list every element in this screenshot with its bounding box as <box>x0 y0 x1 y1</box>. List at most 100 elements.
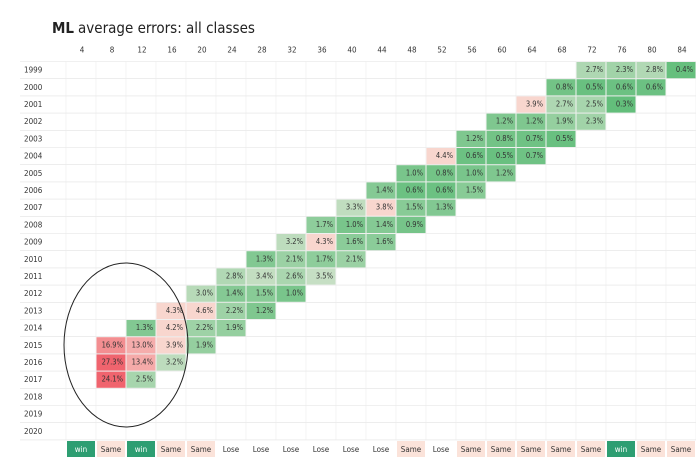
cell-value: 1.4% <box>376 220 394 229</box>
heat-cell <box>396 165 426 182</box>
footer-label: win <box>135 445 147 454</box>
heat-cell <box>336 234 366 251</box>
heat-cell <box>516 96 546 113</box>
heat-cell <box>516 148 546 165</box>
footer-cell <box>397 441 425 457</box>
column-header: 60 <box>497 46 507 55</box>
heat-cell <box>186 320 216 337</box>
cell-value: 0.9% <box>406 220 424 229</box>
heat-cell <box>186 337 216 354</box>
cell-value: 1.5% <box>406 203 424 212</box>
row-header: 2015 <box>24 341 42 350</box>
row-header: 1999 <box>24 66 43 75</box>
heat-cell <box>426 148 456 165</box>
cell-value: 0.7% <box>526 151 544 160</box>
footer-label: Same <box>401 445 422 454</box>
cell-value: 3.2% <box>166 358 184 367</box>
cell-value: 1.5% <box>466 186 484 195</box>
column-header: 4 <box>80 46 85 55</box>
cells: 2.7% 2.3% 2.8% 0.4% 0.8% 0.5% 0.6% 0.6% 3.9% 2.7%… <box>67 62 696 457</box>
cell-value: 1.3% <box>436 203 454 212</box>
cell-value: 3.8% <box>376 203 394 212</box>
heat-cell <box>606 62 636 79</box>
cell-value: 1.3% <box>256 254 274 263</box>
heat-cell <box>156 354 186 371</box>
heat-cell <box>516 113 546 130</box>
cell-value: 3.9% <box>526 100 544 109</box>
cell-value: 2.1% <box>346 254 364 263</box>
heat-cell <box>396 216 426 233</box>
cell-value: 4.3% <box>166 306 184 315</box>
row-header: 2000 <box>24 83 43 92</box>
heat-cell <box>486 148 516 165</box>
grid: 4 8 12 16 20 24 28 32 36 40 44 48 52 56 60 64 68 72 76 80 84… <box>20 46 696 441</box>
cell-value: 0.6% <box>466 151 484 160</box>
footer-cell <box>277 441 305 457</box>
cell-value: 1.2% <box>496 168 514 177</box>
heat-cell <box>486 130 516 147</box>
cell-value: 3.2% <box>286 237 304 246</box>
row-header: 2016 <box>24 358 43 367</box>
cell-value: 1.7% <box>316 254 334 263</box>
heat-cell <box>156 302 186 319</box>
cell-value: 1.2% <box>256 306 274 315</box>
row-header: 2009 <box>24 238 43 247</box>
cell-value: 0.6% <box>406 186 424 195</box>
row-header: 2018 <box>24 392 43 401</box>
cell-value: 0.3% <box>616 100 634 109</box>
heat-cell <box>336 199 366 216</box>
cell-value: 1.6% <box>376 237 394 246</box>
cell-value: 1.9% <box>556 117 574 126</box>
footer-label: Lose <box>433 445 450 454</box>
footer-label: Lose <box>283 445 300 454</box>
footer-label: Lose <box>313 445 330 454</box>
cell-value: 1.5% <box>256 289 274 298</box>
cell-value: 3.0% <box>196 289 214 298</box>
cell-value: 2.2% <box>226 306 244 315</box>
footer-cell <box>577 441 605 457</box>
cell-value: 2.7% <box>556 100 574 109</box>
heat-cell <box>336 216 366 233</box>
column-header: 16 <box>167 46 177 55</box>
footer-label: Same <box>461 445 482 454</box>
cell-value: 0.5% <box>496 151 514 160</box>
column-header: 44 <box>377 46 387 55</box>
heat-cell <box>516 130 546 147</box>
heat-cell <box>216 320 246 337</box>
footer-label: Same <box>551 445 572 454</box>
cell-value: 1.7% <box>316 220 334 229</box>
column-header: 20 <box>197 46 207 55</box>
footer-label: Same <box>101 445 122 454</box>
heat-cell <box>276 234 306 251</box>
row-header: 2002 <box>24 117 42 126</box>
cell-value: 0.5% <box>556 134 574 143</box>
heat-cell <box>126 354 156 371</box>
cell-value: 2.5% <box>586 100 604 109</box>
cell-value: 0.8% <box>556 82 574 91</box>
heat-cell <box>366 234 396 251</box>
heat-cell <box>366 182 396 199</box>
heat-cell <box>366 199 396 216</box>
column-header: 76 <box>617 46 627 55</box>
cell-value: 2.3% <box>616 65 634 74</box>
footer-cell <box>67 441 95 457</box>
footer-label: Same <box>581 445 602 454</box>
footer-cell <box>487 441 515 457</box>
cell-value: 27.3% <box>102 358 124 367</box>
cell-value: 0.6% <box>436 186 454 195</box>
footer-cell <box>127 441 155 457</box>
heat-cell <box>576 96 606 113</box>
cell-value: 3.5% <box>316 272 334 281</box>
row-header: 2005 <box>24 169 42 178</box>
cell-value: 0.5% <box>586 82 604 91</box>
row-header: 2001 <box>24 100 42 109</box>
cell-value: 4.2% <box>166 323 184 332</box>
heat-cell <box>576 79 606 96</box>
footer-cell <box>607 441 635 457</box>
footer-cell <box>667 441 695 457</box>
heat-cell <box>546 113 576 130</box>
cell-value: 4.3% <box>316 237 334 246</box>
cell-value: 1.2% <box>526 117 544 126</box>
row-header: 2003 <box>24 134 42 143</box>
row-header: 2017 <box>24 375 42 384</box>
